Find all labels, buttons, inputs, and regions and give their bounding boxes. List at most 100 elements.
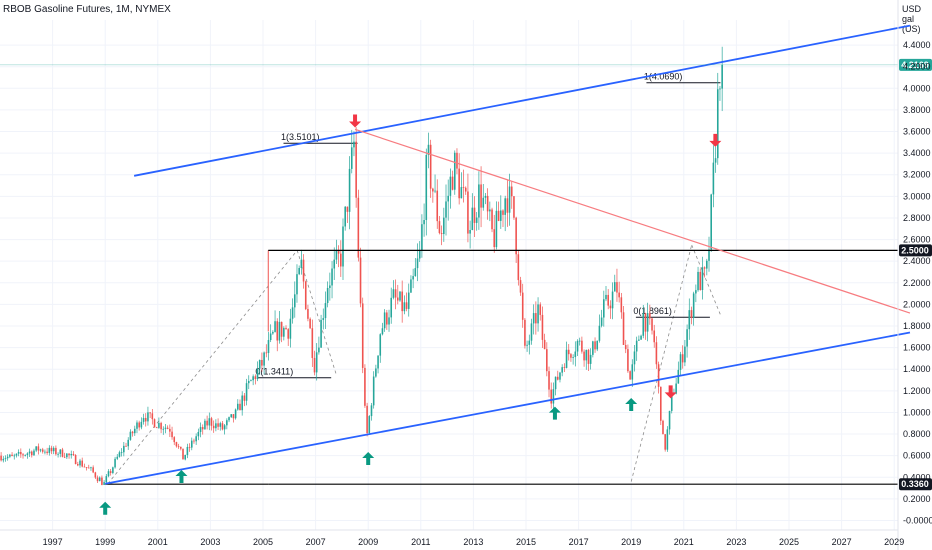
price-axis: -0.0000 0.2000 0.4000 0.6000 0.8000 1.0000 1.2…	[897, 0, 932, 550]
candle-body	[526, 344, 528, 346]
candle-body	[237, 403, 239, 410]
candle-body	[541, 314, 544, 340]
candle-body	[208, 418, 211, 426]
candle-body	[210, 418, 213, 426]
candle-body	[105, 476, 108, 483]
candle-body	[618, 292, 620, 298]
candle-body	[675, 383, 677, 394]
candle-body	[331, 268, 333, 286]
candle-body	[688, 310, 691, 330]
y-tick-label: 2.4000	[903, 256, 931, 266]
candle-body	[403, 302, 406, 312]
candle-body	[359, 257, 362, 304]
candle-body	[532, 313, 535, 324]
candle-body	[578, 340, 581, 342]
candle-body	[616, 282, 618, 293]
y-tick-label: 3.8000	[903, 105, 931, 115]
candle-body	[561, 367, 563, 373]
candle-body	[326, 287, 329, 304]
candle-body	[87, 467, 90, 469]
candle-body	[429, 144, 432, 189]
candle-body	[61, 449, 64, 457]
candle-body	[324, 303, 327, 319]
trendline	[105, 331, 911, 485]
candle-body	[624, 344, 627, 350]
candle-body	[482, 197, 485, 208]
candle-body	[322, 318, 325, 320]
candle-body	[491, 209, 493, 230]
x-tick-label: 2023	[726, 537, 746, 547]
level-price-tag	[899, 478, 932, 491]
candle-body	[646, 313, 649, 332]
candle-body	[250, 380, 252, 382]
candle-body	[138, 422, 140, 428]
y-tick-label: 2.0000	[903, 299, 931, 309]
candle-body	[355, 141, 357, 198]
candle-body	[528, 340, 531, 345]
candle-body	[548, 371, 550, 390]
y-tick-label: -0.0000	[903, 516, 932, 526]
candle-body	[197, 431, 200, 437]
candle-body	[204, 420, 206, 430]
y-tick-label: 0.4000	[903, 472, 931, 482]
level-price-label: 2.5000	[901, 245, 929, 255]
candle-body	[123, 445, 125, 453]
candle-body	[372, 376, 375, 406]
candle-body	[116, 456, 119, 459]
fib-dashed-line	[107, 250, 298, 485]
candle-body	[283, 327, 285, 337]
candle-body	[164, 427, 167, 429]
candle-body	[381, 328, 384, 335]
candle-body	[581, 340, 583, 352]
candle-body	[603, 299, 605, 318]
candle-body	[546, 349, 548, 372]
candle-body	[162, 428, 165, 430]
candle-body	[313, 357, 316, 373]
candle-body	[475, 217, 478, 223]
y-tick-label: 2.2000	[903, 278, 931, 288]
candle-body	[583, 351, 585, 361]
candle-body	[399, 291, 401, 301]
candle-body	[633, 351, 636, 365]
candle-body	[423, 220, 425, 225]
candle-body	[596, 340, 599, 350]
candle-body	[293, 294, 296, 308]
candle-body	[434, 190, 436, 192]
candle-body	[629, 371, 631, 380]
candle-body	[657, 364, 660, 387]
candle-body	[66, 453, 68, 458]
candle-body	[495, 210, 498, 248]
candle-body	[392, 289, 395, 298]
candle-body	[480, 184, 482, 208]
candle-body	[506, 198, 509, 213]
candle-body	[280, 321, 283, 337]
candle-body	[681, 354, 684, 363]
candle-body	[206, 420, 208, 426]
candle-body	[298, 267, 300, 275]
candle-body	[151, 413, 154, 420]
candle-body	[221, 423, 224, 430]
y-tick-label: 0.6000	[903, 451, 931, 461]
candle-body	[600, 317, 603, 326]
candle-body	[129, 431, 132, 440]
candle-body	[368, 416, 371, 434]
last-price-label: 4.2169	[901, 60, 929, 70]
x-tick-label: 1999	[95, 537, 115, 547]
candle-body	[2, 458, 5, 461]
candle-body	[22, 454, 24, 456]
candle-body	[366, 405, 368, 434]
candle-body	[188, 446, 191, 448]
y-tick-label: 3.4000	[903, 148, 931, 158]
candle-body	[52, 447, 55, 452]
fib-retracements: 1(3.5101) 0(1.3411) 1(4.0690) 0(1.8961)	[107, 72, 721, 485]
candle-body	[315, 352, 318, 373]
candle-body	[515, 217, 517, 255]
candle-body	[175, 442, 178, 447]
candle-body	[670, 394, 673, 411]
candle-body	[445, 201, 447, 218]
candle-body	[15, 453, 18, 456]
candle-body	[107, 471, 110, 477]
candle-body	[589, 354, 592, 364]
candle-body	[136, 422, 138, 429]
